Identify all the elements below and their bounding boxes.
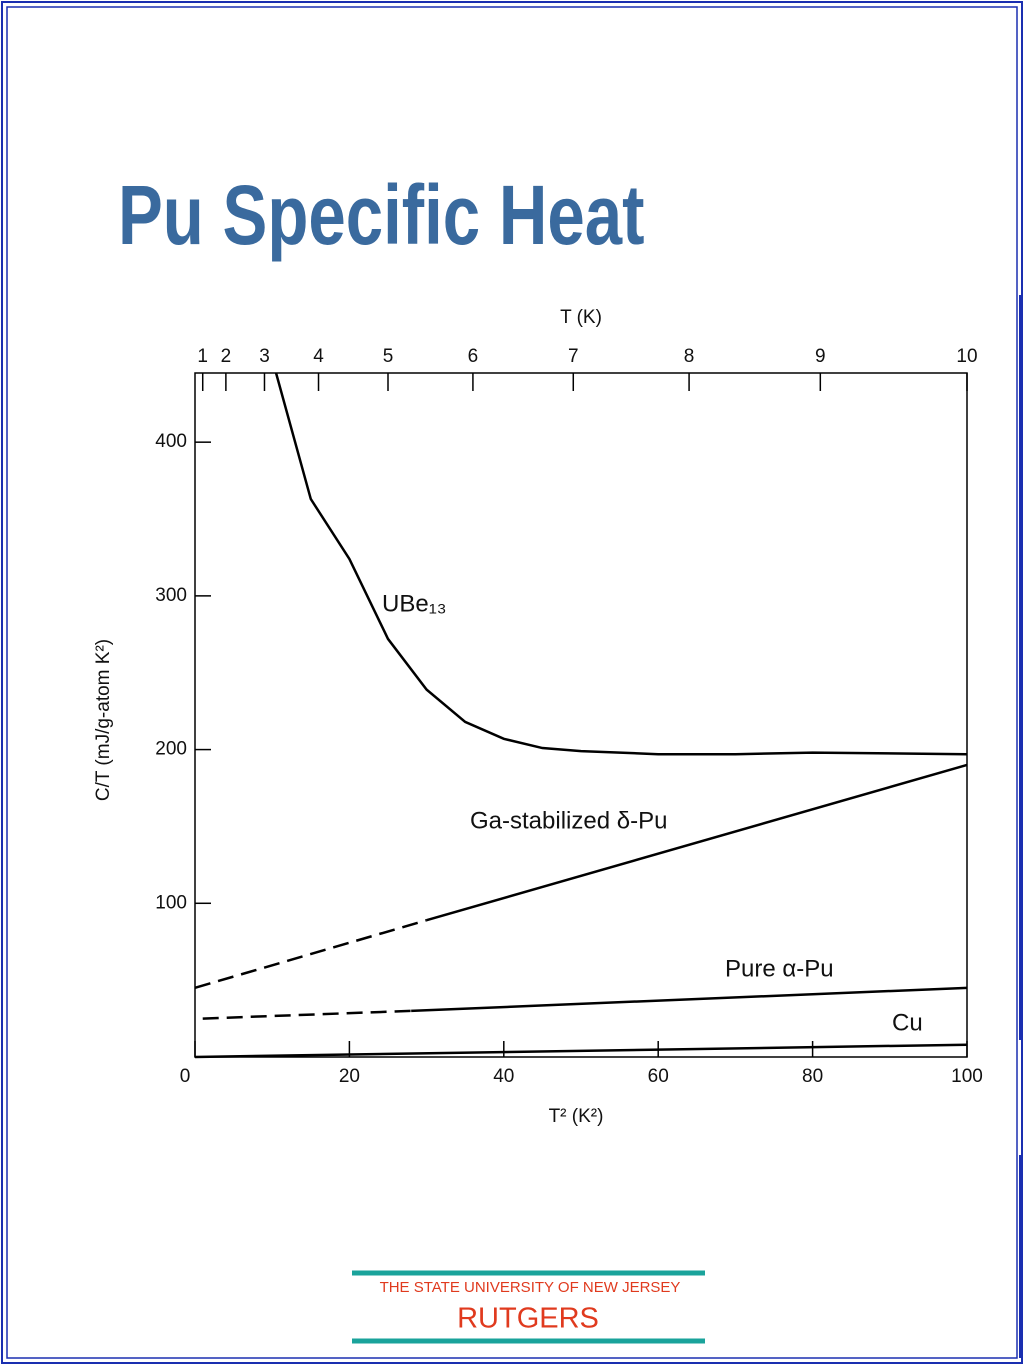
series-line <box>194 1043 968 1059</box>
series-label: Ga-stabilized δ-Pu <box>470 807 667 834</box>
x2-tick-label: 5 <box>383 346 394 367</box>
slide-border-inner <box>6 6 1018 1359</box>
slide-title: Pu Specific Heat <box>118 169 644 263</box>
series-line <box>194 919 427 990</box>
x2-tick-label: 6 <box>468 346 479 367</box>
x2-axis-label: T (K) <box>560 307 602 328</box>
x-tick-label: 0 <box>180 1066 191 1087</box>
y-axis-label: C/T (mJ/g-atom K²) <box>93 639 114 801</box>
y-tick-label: 400 <box>155 431 187 452</box>
series-line <box>274 372 968 756</box>
series-line <box>426 763 968 922</box>
footer-name: RUTGERS <box>457 1303 599 1335</box>
series-label: Cu <box>892 1009 923 1036</box>
x2-tick-label: 10 <box>956 346 977 367</box>
series-line <box>202 1009 412 1020</box>
x2-tick-label: 8 <box>684 346 695 367</box>
x2-tick-label: 1 <box>197 346 208 367</box>
x-tick-label: 40 <box>493 1066 514 1087</box>
x2-tick-label: 7 <box>568 346 579 367</box>
footer-university: THE STATE UNIVERSITY OF NEW JERSEY <box>380 1279 681 1296</box>
x2-tick-label: 2 <box>221 346 232 367</box>
x2-tick-label: 3 <box>259 346 270 367</box>
x2-tick-label: 9 <box>815 346 826 367</box>
x-tick-label: 20 <box>339 1066 360 1087</box>
x-tick-label: 100 <box>951 1066 983 1087</box>
series-label: Pure α-Pu <box>725 955 834 982</box>
x2-tick-label: 4 <box>313 346 324 367</box>
x-tick-label: 60 <box>648 1066 669 1087</box>
y-tick-label: 100 <box>155 892 187 913</box>
y-tick-label: 300 <box>155 585 187 606</box>
series-line <box>411 986 968 1013</box>
x-axis-label: T² (K²) <box>549 1106 604 1127</box>
x-tick-label: 80 <box>802 1066 823 1087</box>
series-label: UBe₁₃ <box>382 590 447 617</box>
plot-frame <box>194 372 968 1058</box>
y-tick-label: 200 <box>155 739 187 760</box>
